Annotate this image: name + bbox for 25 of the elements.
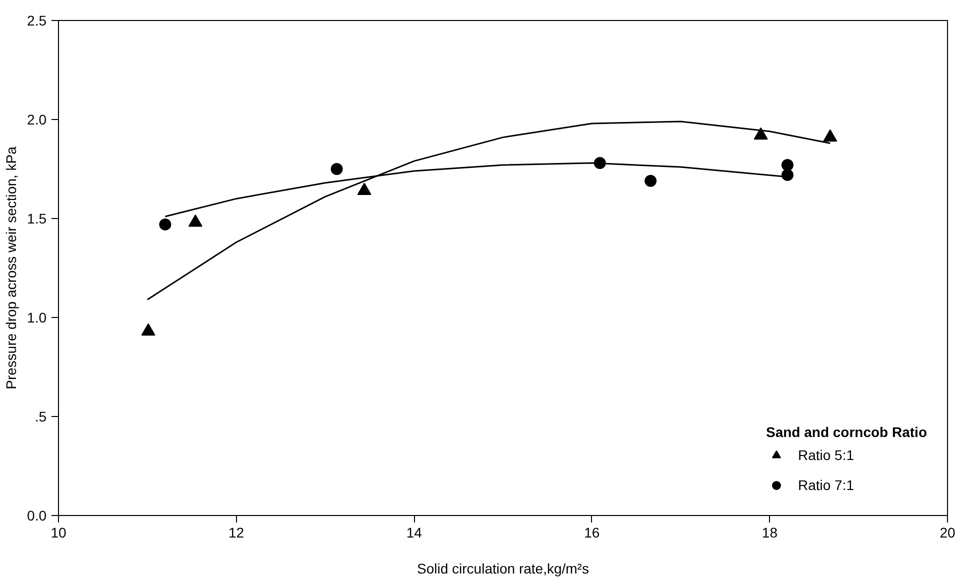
point bbox=[357, 182, 372, 196]
point bbox=[188, 214, 202, 227]
x-tick-label: 18 bbox=[762, 524, 778, 540]
y-tick-label: 2.5 bbox=[27, 12, 47, 28]
y-tick-label: 2.0 bbox=[27, 112, 47, 128]
legend-label: Ratio 5:1 bbox=[798, 447, 854, 463]
x-tick-label: 16 bbox=[584, 524, 600, 540]
point bbox=[159, 218, 172, 230]
y-tick-label: 1.5 bbox=[27, 210, 47, 226]
x-tick-label: 12 bbox=[228, 524, 244, 540]
point bbox=[644, 174, 657, 187]
point bbox=[330, 163, 343, 175]
y-axis-title: Pressure drop across weir section, kPa bbox=[3, 146, 20, 390]
x-tick-label: 14 bbox=[406, 524, 422, 540]
point bbox=[781, 168, 794, 181]
x-axis-title: Solid circulation rate,kg/m²s bbox=[417, 560, 589, 576]
legend-title: Sand and corncob Ratio bbox=[766, 424, 927, 440]
y-tick-label: 1.0 bbox=[27, 310, 47, 326]
point bbox=[781, 159, 794, 172]
x-tick-label: 20 bbox=[940, 524, 956, 540]
legend-label: Ratio 7:1 bbox=[798, 477, 854, 493]
x-tick-label: 10 bbox=[50, 524, 66, 540]
y-tick-label: .5 bbox=[34, 408, 47, 424]
y-tick-label: 0.0 bbox=[27, 508, 47, 524]
point bbox=[141, 323, 156, 336]
